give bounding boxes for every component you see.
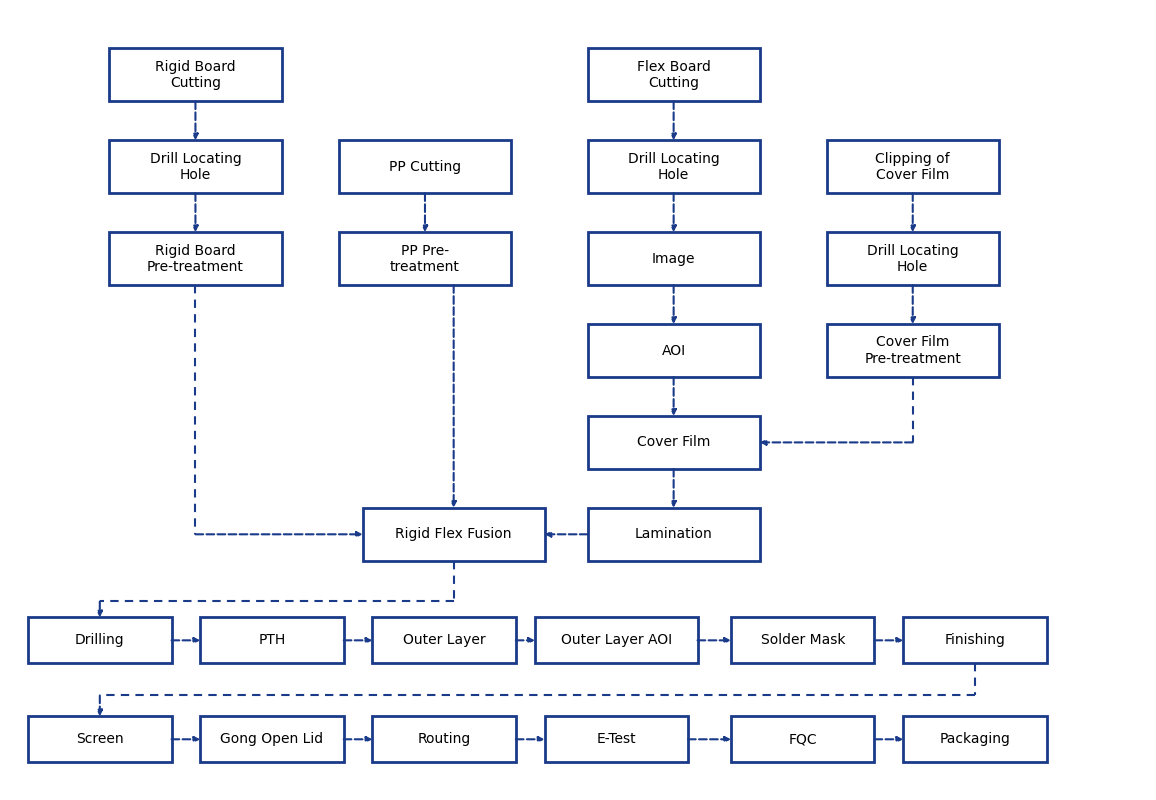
Text: Gong Open Lid: Gong Open Lid xyxy=(221,732,324,746)
FancyBboxPatch shape xyxy=(28,716,171,762)
Text: Cover Film
Pre-treatment: Cover Film Pre-treatment xyxy=(865,335,961,366)
Text: Drilling: Drilling xyxy=(75,634,125,647)
FancyBboxPatch shape xyxy=(827,232,999,285)
FancyBboxPatch shape xyxy=(731,618,874,663)
FancyBboxPatch shape xyxy=(544,716,688,762)
FancyBboxPatch shape xyxy=(363,508,544,561)
Text: Outer Layer: Outer Layer xyxy=(402,634,486,647)
Text: Routing: Routing xyxy=(417,732,470,746)
FancyBboxPatch shape xyxy=(827,140,999,194)
FancyBboxPatch shape xyxy=(200,716,343,762)
FancyBboxPatch shape xyxy=(903,716,1046,762)
FancyBboxPatch shape xyxy=(587,232,759,285)
Text: Drill Locating
Hole: Drill Locating Hole xyxy=(867,243,958,274)
Text: AOI: AOI xyxy=(661,343,686,358)
FancyBboxPatch shape xyxy=(200,618,343,663)
Text: Image: Image xyxy=(652,252,696,266)
FancyBboxPatch shape xyxy=(110,140,282,194)
Text: Cover Film: Cover Film xyxy=(637,435,710,450)
FancyBboxPatch shape xyxy=(339,140,511,194)
FancyBboxPatch shape xyxy=(587,140,759,194)
Text: Finishing: Finishing xyxy=(944,634,1006,647)
FancyBboxPatch shape xyxy=(372,716,516,762)
FancyBboxPatch shape xyxy=(587,416,759,469)
Text: PP Cutting: PP Cutting xyxy=(388,160,461,174)
Text: Solder Mask: Solder Mask xyxy=(761,634,845,647)
FancyBboxPatch shape xyxy=(903,618,1046,663)
Text: Screen: Screen xyxy=(76,732,124,746)
Text: Clipping of
Cover Film: Clipping of Cover Film xyxy=(875,152,950,182)
Text: Outer Layer AOI: Outer Layer AOI xyxy=(561,634,672,647)
Text: FQC: FQC xyxy=(788,732,817,746)
FancyBboxPatch shape xyxy=(372,618,516,663)
FancyBboxPatch shape xyxy=(587,508,759,561)
Text: Packaging: Packaging xyxy=(940,732,1010,746)
Text: Rigid Board
Cutting: Rigid Board Cutting xyxy=(155,60,236,90)
FancyBboxPatch shape xyxy=(28,618,171,663)
Text: Rigid Board
Pre-treatment: Rigid Board Pre-treatment xyxy=(147,243,244,274)
FancyBboxPatch shape xyxy=(587,324,759,377)
FancyBboxPatch shape xyxy=(535,618,697,663)
FancyBboxPatch shape xyxy=(339,232,511,285)
FancyBboxPatch shape xyxy=(110,232,282,285)
FancyBboxPatch shape xyxy=(827,324,999,377)
Text: Drill Locating
Hole: Drill Locating Hole xyxy=(149,152,242,182)
Text: Flex Board
Cutting: Flex Board Cutting xyxy=(637,60,711,90)
Text: PP Pre-
treatment: PP Pre- treatment xyxy=(390,243,460,274)
FancyBboxPatch shape xyxy=(731,716,874,762)
Text: Drill Locating
Hole: Drill Locating Hole xyxy=(628,152,719,182)
FancyBboxPatch shape xyxy=(110,48,282,102)
Text: E-Test: E-Test xyxy=(596,732,636,746)
Text: PTH: PTH xyxy=(258,634,286,647)
Text: Lamination: Lamination xyxy=(635,527,712,542)
FancyBboxPatch shape xyxy=(587,48,759,102)
Text: Rigid Flex Fusion: Rigid Flex Fusion xyxy=(395,527,512,542)
